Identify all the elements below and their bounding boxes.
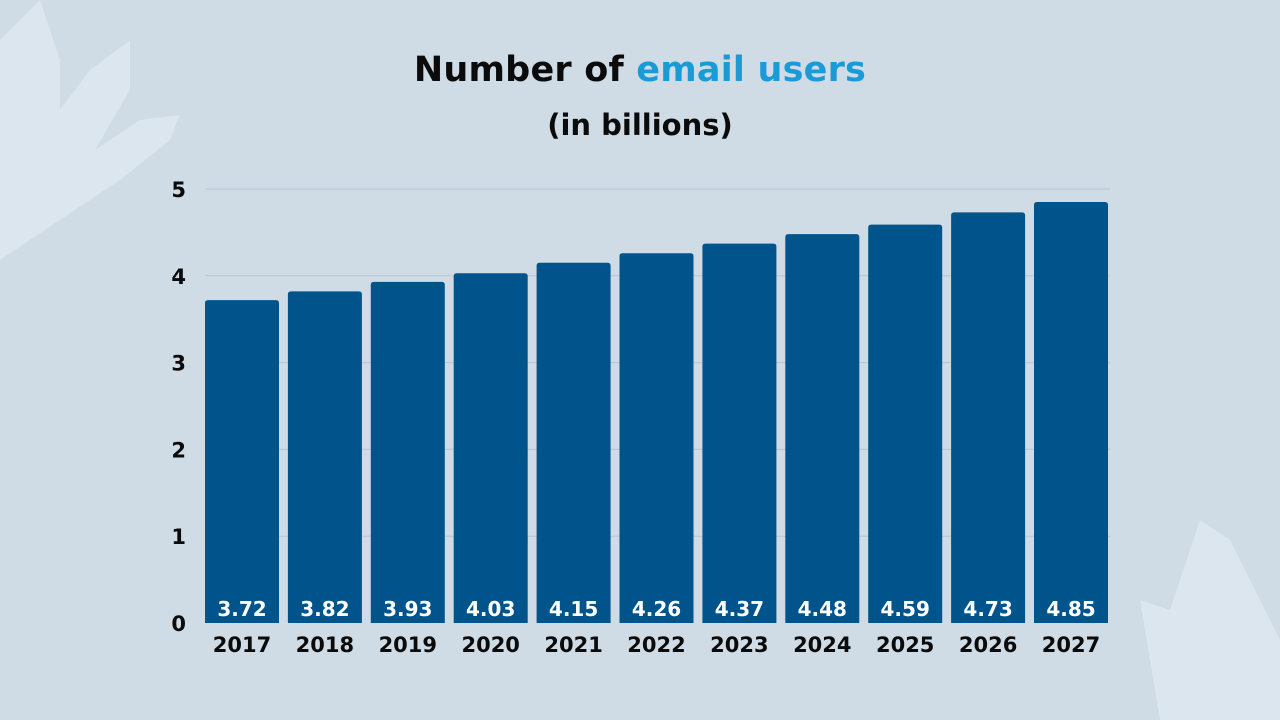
x-tick-label: 2026: [959, 633, 1017, 657]
bar: [453, 273, 528, 623]
x-tick-label: 2019: [379, 633, 437, 657]
x-tick-label: 2020: [461, 633, 519, 657]
y-tick-label: 3: [171, 352, 186, 376]
bar: [785, 234, 860, 624]
data-label: 3.72: [217, 597, 266, 621]
bar: [370, 281, 445, 623]
x-tick-label: 2018: [296, 633, 354, 657]
y-tick-label: 5: [171, 178, 186, 202]
data-label: 4.59: [881, 597, 930, 621]
x-tick-label: 2017: [213, 633, 271, 657]
data-label: 4.37: [715, 597, 764, 621]
bar: [205, 300, 279, 623]
data-label: 4.85: [1046, 597, 1095, 621]
chart-title: Number of email users: [0, 50, 1280, 90]
chart-title-accent: email users: [636, 50, 867, 90]
data-label: 3.93: [383, 597, 432, 621]
data-label: 4.48: [798, 597, 847, 621]
bar: [287, 291, 362, 623]
x-tick-label: 2027: [1042, 633, 1100, 657]
bar: [536, 262, 611, 623]
y-tick-label: 1: [171, 525, 186, 549]
data-label: 4.15: [549, 597, 598, 621]
bar: [1034, 202, 1108, 623]
data-label: 3.82: [300, 597, 349, 621]
bar: [619, 253, 694, 623]
chart-subtitle: (in billions): [547, 108, 733, 142]
bar: [868, 224, 943, 623]
bar: [951, 212, 1026, 623]
y-tick-label: 0: [171, 612, 186, 636]
x-tick-label: 2025: [876, 633, 934, 657]
x-tick-label: 2023: [710, 633, 768, 657]
x-tick-label: 2024: [793, 633, 851, 657]
y-tick-label: 2: [171, 438, 186, 462]
data-label: 4.26: [632, 597, 681, 621]
data-label: 4.03: [466, 597, 515, 621]
x-tick-label: 2022: [627, 633, 685, 657]
data-label: 4.73: [963, 597, 1012, 621]
x-tick-label: 2021: [544, 633, 602, 657]
bar: [702, 243, 777, 623]
y-tick-label: 4: [171, 265, 186, 289]
chart-title-prefix: Number of: [413, 50, 624, 90]
